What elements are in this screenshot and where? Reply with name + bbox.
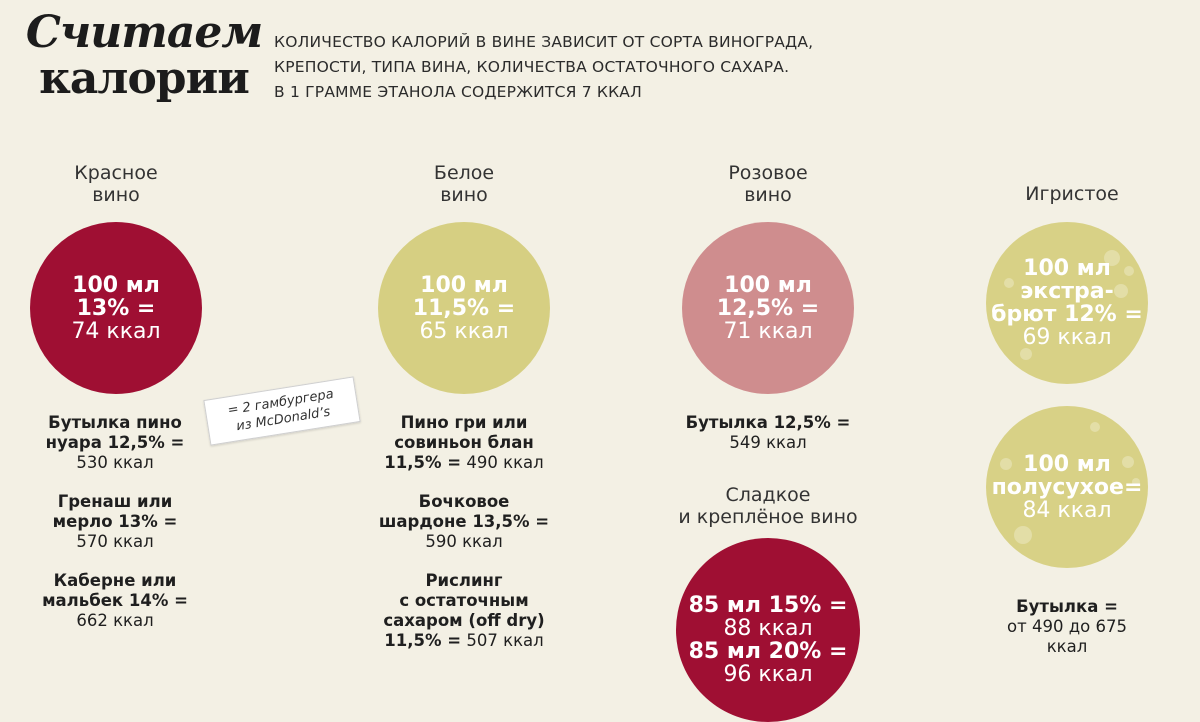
- red-item-1-line-1: Бутылка пино: [48, 413, 182, 432]
- white-circle-kcal: 65 ккал: [419, 318, 509, 344]
- page-title: Считаем калории: [24, 10, 264, 102]
- rose-wine-circle: 100 мл 12,5% = 71 ккал: [682, 222, 854, 394]
- red-item-2-line-1: Гренаш или: [57, 492, 173, 511]
- title-line-2: калории: [39, 53, 250, 104]
- red-circle-kcal: 74 ккал: [71, 318, 161, 344]
- sparkling-item-line-1: Бутылка =: [1016, 597, 1118, 616]
- white-item-1-line-2: совиньон блан: [394, 433, 534, 452]
- sparkling-item: Бутылка = от 490 до 675 ккал: [972, 597, 1162, 657]
- intro-text: Количество калорий в вине зависит от сор…: [274, 30, 894, 105]
- white-circle-volume: 100 мл: [420, 272, 508, 298]
- red-item-1-value: 530 ккал: [76, 453, 154, 472]
- white-item-3-line-4: 11,5% =: [384, 631, 462, 650]
- sparkling-item-value-1: от 490 до 675: [1007, 617, 1127, 636]
- sparkling-b-line-1: 100 мл: [1023, 451, 1111, 477]
- bubble-icon: [1104, 250, 1120, 266]
- white-item-3-line-2: с остаточным: [399, 591, 529, 610]
- sparkling-label-line: Игристое: [1025, 183, 1119, 205]
- intro-line-1: Количество калорий в вине зависит от сор…: [274, 33, 814, 51]
- sweet-circle-line-1: 85 мл 15% =: [688, 593, 848, 618]
- rose-item-line-1: Бутылка 12,5% =: [685, 413, 851, 432]
- white-item-1-value: 490 ккал: [466, 453, 544, 472]
- rose-circle-abv: 12,5% =: [716, 295, 820, 321]
- sparkling-item-value-2: ккал: [1046, 637, 1088, 656]
- red-item-3-line-1: Каберне или: [53, 571, 177, 590]
- white-wine-circle: 100 мл 11,5% = 65 ккал: [378, 222, 550, 394]
- red-label-line-2: вино: [92, 184, 140, 206]
- white-item-1: Пино гри или совиньон блан 11,5% = 490 к…: [364, 413, 564, 473]
- red-circle-volume: 100 мл: [72, 272, 160, 298]
- bubble-icon: [1020, 348, 1032, 360]
- sweet-circle-line-2: 88 ккал: [723, 616, 813, 641]
- intro-line-2: крепости, типа вина, количества остаточн…: [274, 58, 790, 76]
- sparkling-wine-label: Игристое: [1002, 183, 1142, 205]
- bubble-icon: [1090, 422, 1100, 432]
- bubble-icon: [1114, 284, 1128, 298]
- rose-label-line-2: вино: [744, 184, 792, 206]
- sparkling-extra-brut-circle: 100 мл экстра- брют 12% = 69 ккал: [986, 222, 1148, 384]
- sparkling-semi-dry-circle: 100 мл полусухое= 84 ккал: [986, 406, 1148, 568]
- sparkling-a-line-2: экстра-: [1020, 279, 1114, 304]
- title-line-1: Считаем: [25, 7, 263, 58]
- sparkling-a-line-3: брют 12% =: [991, 302, 1143, 327]
- white-label-line-2: вино: [440, 184, 488, 206]
- rose-wine-label: Розовое вино: [698, 162, 838, 206]
- white-item-3-line-3: сахаром (off dry): [383, 611, 545, 630]
- red-item-3-line-2: мальбек 14% =: [42, 591, 188, 610]
- sweet-wine-label: Сладкое и креплёное вино: [648, 484, 888, 528]
- red-item-2: Гренаш или мерло 13% = 570 ккал: [20, 492, 210, 552]
- sparkling-a-kcal: 69 ккал: [1022, 325, 1112, 350]
- rose-item: Бутылка 12,5% = 549 ккал: [668, 413, 868, 453]
- sparkling-b-line-2: полусухое=: [991, 474, 1143, 500]
- white-item-2: Бочковое шардоне 13,5% = 590 ккал: [364, 492, 564, 552]
- sweet-label-line-2: и креплёное вино: [678, 506, 858, 528]
- white-wine-label: Белое вино: [394, 162, 534, 206]
- sweet-circle-line-3: 85 мл 20% =: [688, 639, 848, 664]
- white-item-2-line-1: Бочковое: [418, 492, 510, 511]
- rose-label-line-1: Розовое: [728, 162, 808, 184]
- bubble-icon: [1124, 266, 1134, 276]
- sweet-circle-line-4: 96 ккал: [723, 662, 813, 687]
- bubble-icon: [1014, 526, 1032, 544]
- white-item-3-value: 507 ккал: [466, 631, 544, 650]
- white-item-2-line-2: шардоне 13,5% =: [378, 512, 550, 531]
- red-label-line-1: Красное: [74, 162, 158, 184]
- red-item-2-line-2: мерло 13% =: [52, 512, 178, 531]
- red-item-3: Каберне или мальбек 14% = 662 ккал: [20, 571, 210, 631]
- hamburger-note: = 2 гамбургера из McDonald’s: [203, 376, 361, 446]
- white-item-3: Рислинг с остаточным сахаром (off dry) 1…: [364, 571, 564, 651]
- red-item-2-value: 570 ккал: [76, 532, 154, 551]
- white-label-line-1: Белое: [433, 162, 495, 184]
- white-circle-abv: 11,5% =: [412, 295, 516, 321]
- red-wine-circle: 100 мл 13% = 74 ккал: [30, 222, 202, 394]
- white-item-3-line-1: Рислинг: [425, 571, 503, 590]
- bubble-icon: [1000, 458, 1012, 470]
- red-wine-label: Красное вино: [46, 162, 186, 206]
- white-item-1-line-3: 11,5% =: [384, 453, 462, 472]
- white-item-2-value: 590 ккал: [425, 532, 503, 551]
- sweet-label-line-1: Сладкое: [725, 484, 811, 506]
- sparkling-b-kcal: 84 ккал: [1022, 497, 1112, 523]
- red-item-1: Бутылка пино нуара 12,5% = 530 ккал: [20, 413, 210, 473]
- rose-circle-kcal: 71 ккал: [723, 318, 813, 344]
- intro-line-3: В 1 грамме этанола содержится 7 ккал: [274, 83, 642, 101]
- sweet-wine-circle: 85 мл 15% = 88 ккал 85 мл 20% = 96 ккал: [676, 538, 860, 722]
- bubble-icon: [1132, 478, 1140, 486]
- red-item-1-line-2: нуара 12,5% =: [45, 433, 185, 452]
- sparkling-a-line-1: 100 мл: [1023, 256, 1111, 281]
- rose-item-value: 549 ккал: [729, 433, 807, 452]
- red-circle-abv: 13% =: [76, 295, 156, 321]
- rose-circle-volume: 100 мл: [724, 272, 812, 298]
- bubble-icon: [1122, 456, 1134, 468]
- bubble-icon: [1004, 278, 1014, 288]
- red-item-3-value: 662 ккал: [76, 611, 154, 630]
- white-item-1-line-1: Пино гри или: [400, 413, 528, 432]
